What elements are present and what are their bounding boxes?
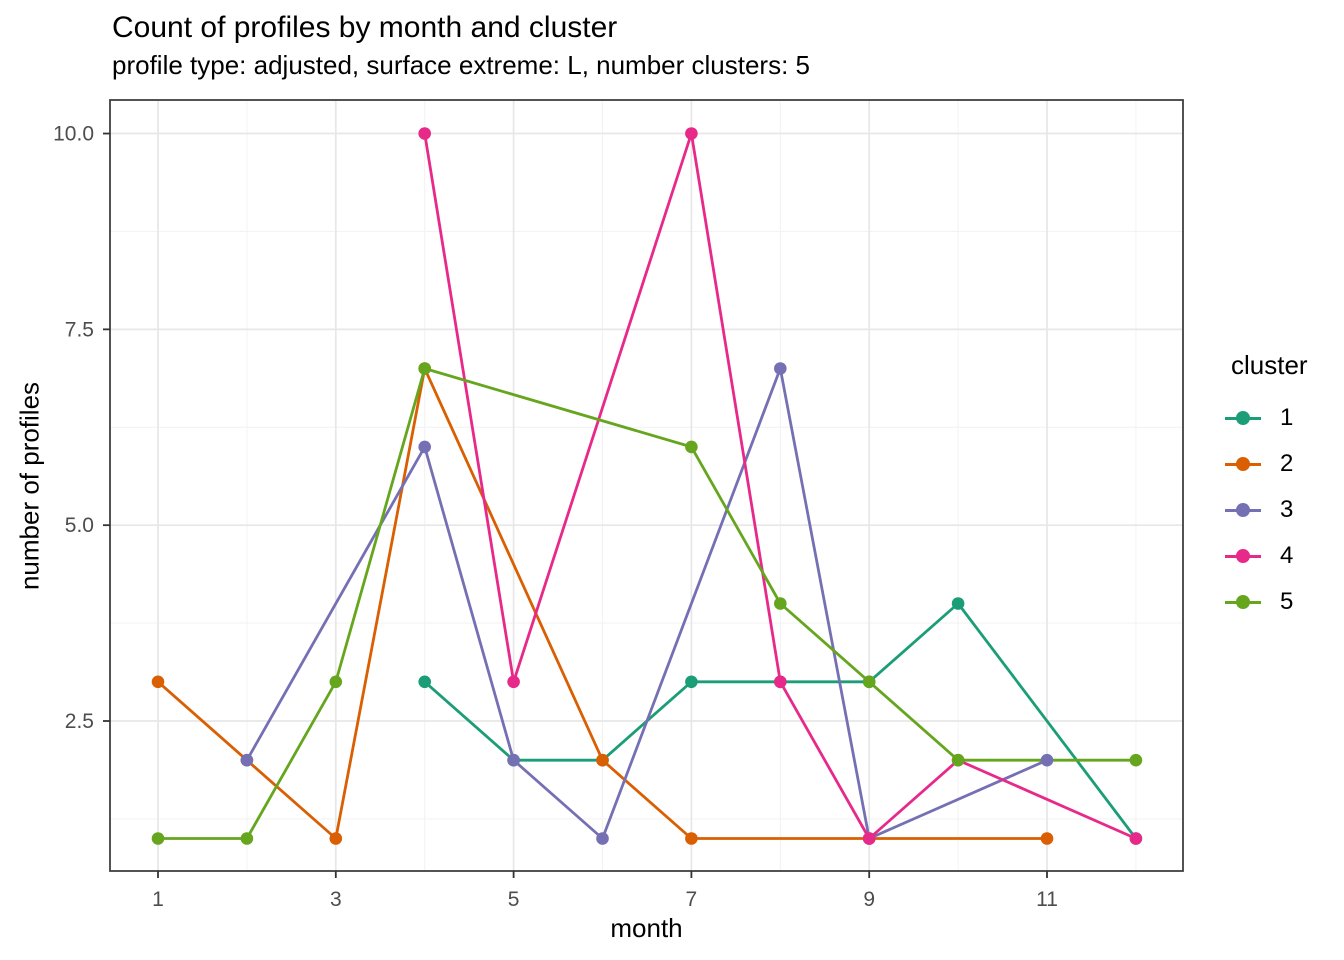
legend-entry-cluster-3: 3 xyxy=(1225,487,1308,533)
legend-key-line-dot-icon xyxy=(1225,548,1261,565)
legend-key-dot xyxy=(1236,411,1250,425)
data-point-cluster-3 xyxy=(774,362,787,375)
legend-key-line-dot-icon xyxy=(1225,502,1261,519)
data-point-cluster-4 xyxy=(1129,832,1143,845)
x-axis-tick-label: 7 xyxy=(686,888,698,911)
legend-entry-cluster-1: 1 xyxy=(1225,395,1308,441)
legend-entry-label: 1 xyxy=(1280,404,1294,431)
data-point-cluster-4 xyxy=(862,832,876,845)
series-line-cluster-1 xyxy=(423,602,1138,840)
legend-entry-cluster-4: 4 xyxy=(1225,533,1308,579)
legend-key-line-dot-icon xyxy=(1225,410,1261,427)
data-point-cluster-2 xyxy=(329,832,343,845)
y-axis-tick-label: 2.5 xyxy=(65,710,94,733)
x-axis-tick-label: 9 xyxy=(863,888,875,911)
series-line-cluster-2 xyxy=(157,367,1047,840)
legend-key-line-dot-icon xyxy=(1225,456,1261,473)
data-point-cluster-3 xyxy=(240,753,254,767)
legend-entry-label: 5 xyxy=(1280,588,1294,615)
data-point-cluster-1 xyxy=(418,675,432,689)
data-point-cluster-5 xyxy=(685,440,698,454)
legend-key-dot xyxy=(1236,503,1250,517)
data-point-cluster-5 xyxy=(329,675,343,689)
data-point-cluster-1 xyxy=(951,597,965,610)
y-axis-tick-label: 7.5 xyxy=(65,318,94,341)
data-point-cluster-5 xyxy=(951,753,965,767)
y-axis-tick-label: 5.0 xyxy=(65,514,94,537)
data-point-cluster-2 xyxy=(685,832,698,845)
data-point-cluster-4 xyxy=(774,675,787,689)
data-point-cluster-2 xyxy=(151,675,165,689)
y-axis-title: number of profiles xyxy=(14,381,45,591)
x-axis-title: month xyxy=(610,913,683,943)
data-point-cluster-3 xyxy=(596,832,609,845)
data-point-cluster-5 xyxy=(151,832,165,845)
data-point-cluster-3 xyxy=(1040,753,1054,767)
x-axis-tick-label: 1 xyxy=(152,888,164,911)
data-point-cluster-1 xyxy=(685,675,698,689)
legend-key-dot xyxy=(1236,595,1250,609)
panel-background xyxy=(110,100,1183,871)
legend-entry-label: 4 xyxy=(1280,542,1294,569)
y-axis-tick-label: 10.0 xyxy=(53,123,94,146)
data-point-cluster-4 xyxy=(507,675,520,689)
legend-key-dot xyxy=(1236,549,1250,563)
data-point-cluster-5 xyxy=(418,362,432,375)
panel-border xyxy=(109,99,1184,872)
legend-key-line-dot-icon xyxy=(1225,594,1261,611)
data-point-cluster-4 xyxy=(418,127,432,140)
legend-entries: 1 2 3 4 5 xyxy=(1225,395,1308,625)
data-point-cluster-4 xyxy=(685,127,698,140)
x-axis-tick-label: 5 xyxy=(508,888,520,911)
data-point-cluster-3 xyxy=(418,440,432,454)
chart-subtitle: profile type: adjusted, surface extreme:… xyxy=(112,50,811,80)
x-axis-tick-label: 11 xyxy=(1036,888,1058,911)
legend-entry-label: 2 xyxy=(1280,450,1294,477)
legend-key-dot xyxy=(1236,457,1250,471)
legend-entry-label: 3 xyxy=(1280,496,1294,523)
data-point-cluster-2 xyxy=(1040,832,1054,845)
x-axis-tick-label: 3 xyxy=(330,888,342,911)
chart-title: Count of profiles by month and cluster xyxy=(112,11,618,44)
data-point-cluster-2 xyxy=(596,753,609,767)
legend: cluster 1 2 3 4 5 xyxy=(1225,350,1308,625)
legend-entry-cluster-5: 5 xyxy=(1225,579,1308,625)
data-point-cluster-5 xyxy=(1129,753,1143,767)
data-point-cluster-5 xyxy=(862,675,876,689)
legend-entry-cluster-2: 2 xyxy=(1225,441,1308,487)
data-point-cluster-5 xyxy=(774,597,787,610)
data-point-cluster-5 xyxy=(240,832,254,845)
data-point-cluster-3 xyxy=(507,753,520,767)
legend-title: cluster xyxy=(1231,350,1308,380)
